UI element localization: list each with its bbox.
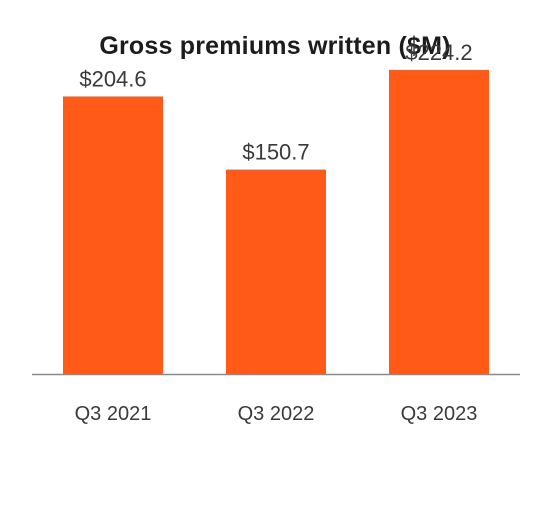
- x-tick-label: Q3 2022: [238, 403, 315, 425]
- bar-q3-2021: [63, 96, 163, 374]
- x-tick-label: Q3 2023: [401, 403, 478, 425]
- data-label: $224.2: [405, 40, 472, 65]
- data-label: $204.6: [79, 66, 146, 91]
- bar-q3-2022: [226, 169, 326, 374]
- chart-title: Gross premiums written ($M): [99, 32, 451, 60]
- x-tick-label: Q3 2021: [75, 403, 152, 425]
- bar-q3-2023: [389, 69, 489, 374]
- data-label: $150.7: [242, 140, 309, 165]
